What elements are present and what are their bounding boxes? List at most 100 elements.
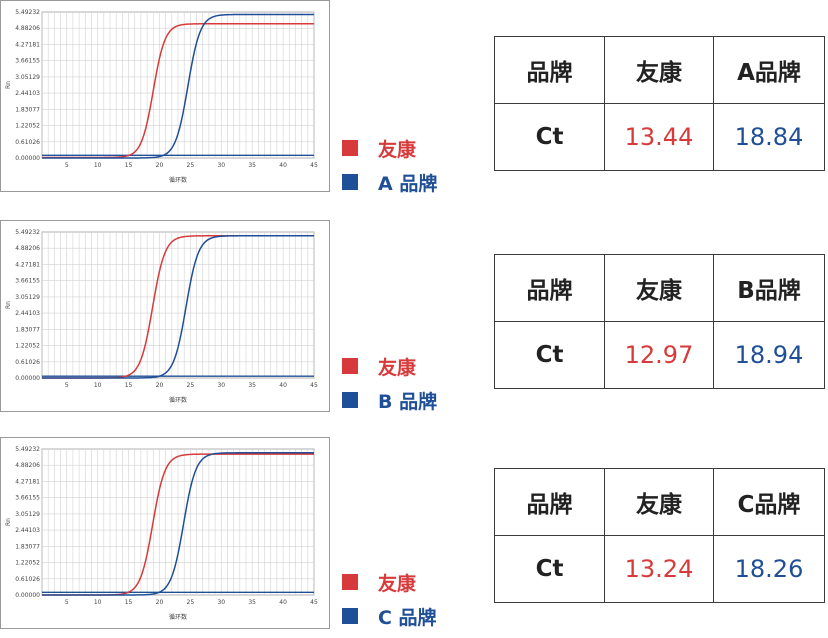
x-tick-label: 15 xyxy=(125,599,133,606)
legend-item-youkang: 友康 xyxy=(342,354,437,379)
legend-label: 友康 xyxy=(378,138,417,161)
y-tick-label: 3.05129 xyxy=(15,74,40,81)
panel-b: 0.00000 0.61026 1.22052 1.83077 2.44103 3.051… xyxy=(0,220,828,420)
x-tick-label: 25 xyxy=(187,162,195,169)
x-tick-label: 10 xyxy=(94,382,102,389)
legend-label: C 品牌 xyxy=(378,606,437,629)
table-header-row: 品牌 友康 A品牌 xyxy=(494,36,825,104)
y-tick-label: 3.05129 xyxy=(15,511,40,518)
x-tick-label: 35 xyxy=(248,162,256,169)
table-row: Ct 13.24 18.26 xyxy=(494,535,825,603)
table-cell-brand: 18.94 xyxy=(713,321,825,389)
table-cell-brand: 18.26 xyxy=(713,535,825,603)
y-tick-label: 4.88206 xyxy=(15,245,40,252)
legend-item-youkang: 友康 xyxy=(342,570,437,595)
y-tick-label: 1.22052 xyxy=(15,560,40,567)
table-row: Ct 13.44 18.84 xyxy=(494,103,825,171)
table-cell-brand: 18.84 xyxy=(713,103,825,171)
table-header-cell: B品牌 xyxy=(713,254,825,322)
x-tick-label: 40 xyxy=(279,382,287,389)
legend-label: B 品牌 xyxy=(378,390,438,413)
x-tick-label: 20 xyxy=(156,162,164,169)
legend-swatch xyxy=(342,174,358,190)
x-tick-label: 25 xyxy=(187,382,195,389)
legend: 友康 A 品牌 xyxy=(342,136,437,204)
y-tick-label: 4.88206 xyxy=(15,462,40,469)
y-tick-label: 3.66155 xyxy=(15,495,40,502)
legend-label: 友康 xyxy=(378,356,417,379)
x-axis-title: 循环数 xyxy=(169,176,187,184)
y-axis-title: Rn xyxy=(5,518,12,526)
legend-item-brand: C 品牌 xyxy=(342,604,437,629)
table-header-row: 品牌 友康 C品牌 xyxy=(494,468,825,536)
legend-item-brand: A 品牌 xyxy=(342,170,438,195)
table-header-cell: 友康 xyxy=(604,468,714,536)
x-tick-label: 25 xyxy=(187,599,195,606)
series-line xyxy=(42,235,314,379)
table-header-cell: C品牌 xyxy=(713,468,825,536)
y-axis-title: Rn xyxy=(5,301,12,309)
table-header-cell: 品牌 xyxy=(494,254,605,322)
x-tick-label: 30 xyxy=(217,162,225,169)
y-tick-label: 4.88206 xyxy=(15,25,40,32)
legend-swatch xyxy=(342,392,358,408)
x-tick-label: 15 xyxy=(125,162,133,169)
y-tick-label: 1.83077 xyxy=(15,106,40,113)
ct-table: 品牌 友康 C品牌 Ct 13.24 18.26 xyxy=(494,468,825,603)
y-tick-label: 2.44103 xyxy=(15,527,40,534)
legend-label: 友康 xyxy=(378,572,417,595)
ct-table: 品牌 友康 A品牌 Ct 13.44 18.84 xyxy=(494,36,825,171)
table-header-cell: 友康 xyxy=(604,36,714,104)
x-tick-label: 20 xyxy=(156,382,164,389)
x-tick-label: 5 xyxy=(65,162,69,169)
x-tick-label: 5 xyxy=(65,382,69,389)
y-tick-label: 0.61026 xyxy=(15,576,40,583)
y-tick-label: 4.27181 xyxy=(15,261,40,268)
legend-label: A 品牌 xyxy=(378,172,438,195)
legend-swatch xyxy=(342,358,358,374)
y-tick-label: 2.44103 xyxy=(15,90,40,97)
amplification-plot: 0.00000 0.61026 1.22052 1.83077 2.44103 3.051… xyxy=(0,437,330,629)
ct-table: 品牌 友康 B品牌 Ct 12.97 18.94 xyxy=(494,254,825,389)
x-tick-label: 45 xyxy=(310,162,318,169)
x-tick-label: 40 xyxy=(279,599,287,606)
x-tick-label: 20 xyxy=(156,599,164,606)
x-axis-title: 循环数 xyxy=(169,396,187,404)
x-tick-label: 30 xyxy=(217,599,225,606)
series-line xyxy=(42,452,314,596)
y-tick-label: 4.27181 xyxy=(15,478,40,485)
legend-item-youkang: 友康 xyxy=(342,136,437,161)
y-tick-label: 1.22052 xyxy=(15,343,40,350)
y-axis-title: Rn xyxy=(5,81,12,89)
table-header-cell: 品牌 xyxy=(494,468,605,536)
amplification-plot: 0.00000 0.61026 1.22052 1.83077 2.44103 3.051… xyxy=(0,220,330,412)
table-header-cell: 友康 xyxy=(604,254,714,322)
y-tick-label: 0.61026 xyxy=(15,359,40,366)
x-tick-label: 45 xyxy=(310,599,318,606)
legend: 友康 B 品牌 xyxy=(342,354,437,422)
x-tick-label: 30 xyxy=(217,382,225,389)
y-tick-label: 3.05129 xyxy=(15,294,40,301)
y-tick-label: 1.83077 xyxy=(15,326,40,333)
x-tick-label: 40 xyxy=(279,162,287,169)
x-tick-label: 5 xyxy=(65,599,69,606)
series-line xyxy=(42,13,314,159)
table-row: Ct 12.97 18.94 xyxy=(494,321,825,389)
y-tick-label: 2.44103 xyxy=(15,310,40,317)
legend-swatch xyxy=(342,608,358,624)
y-tick-label: 0.61026 xyxy=(15,139,40,146)
x-tick-label: 10 xyxy=(94,162,102,169)
table-header-row: 品牌 友康 B品牌 xyxy=(494,254,825,322)
panel-c: 0.00000 0.61026 1.22052 1.83077 2.44103 3.051… xyxy=(0,437,828,637)
table-cell-youkang: 12.97 xyxy=(604,321,714,389)
table-header-cell: 品牌 xyxy=(494,36,605,104)
x-tick-label: 15 xyxy=(125,382,133,389)
y-tick-label: 1.22052 xyxy=(15,123,40,130)
table-cell-label: Ct xyxy=(494,103,605,171)
legend: 友康 C 品牌 xyxy=(342,570,437,638)
table-cell-youkang: 13.44 xyxy=(604,103,714,171)
y-tick-label: 4.27181 xyxy=(15,41,40,48)
x-tick-label: 45 xyxy=(310,382,318,389)
table-header-cell: A品牌 xyxy=(713,36,825,104)
y-tick-label: 5.49232 xyxy=(15,446,40,453)
